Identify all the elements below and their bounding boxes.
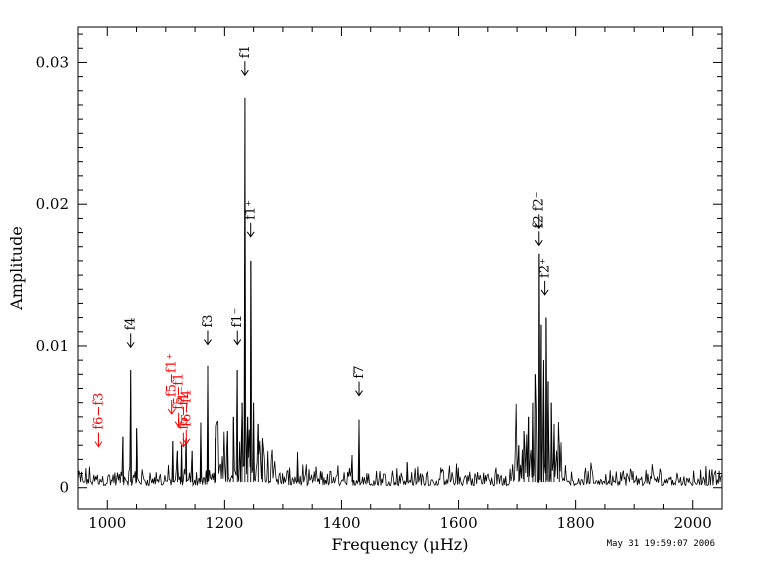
x-tick-label: 1000 [88,514,126,532]
annotation-label: f7 [352,365,367,378]
peak-annotation: f3 [201,314,216,346]
annotation-arrowhead [240,69,249,77]
peak-annotation: f6−f4 [179,390,194,445]
annotation-label: f5−f1⁻ [176,386,191,430]
axis-ticks [77,27,723,509]
annotation-arrowhead [246,231,255,238]
annotation-arrowhead [540,289,549,296]
y-tick-label: 0.02 [36,195,69,213]
plot-frame-group [77,26,723,510]
x-tick-label: 1800 [557,514,595,532]
annotation-arrowhead [233,339,242,346]
spectrum-line [77,97,723,487]
annotation-arrowhead [534,223,543,230]
peak-annotation: f2⁻ [532,191,547,230]
annotation-label: f2⁻ [532,191,547,211]
annotation-arrowhead [94,441,103,448]
peak-annotation: f4 [124,317,139,349]
y-tick-label: 0.01 [36,337,69,355]
annotation-label: f1⁺ [244,200,259,220]
annotation-label: f1⁻ [230,308,245,328]
peak-annotation: f2 [532,215,547,247]
peak-annotation: f7 [352,365,367,397]
peak-annotation: f5−f1 [172,373,187,428]
x-tick-label: 1600 [439,514,477,532]
y-tick-label: 0 [59,479,69,497]
annotation-label: f6−f4 [179,390,194,427]
y-tick-label: 0.03 [36,53,69,71]
peak-annotation: f5−f1⁺ [165,353,180,415]
peak-annotation: f6−f3 [91,393,106,448]
annotation-label: f2 [532,215,547,228]
annotation-arrowhead [167,408,176,415]
annotation-arrowhead [182,438,191,445]
peak-marks [122,97,560,483]
peak-annotation: f1⁺ [244,200,259,238]
peak-annotation: f2⁺ [538,258,553,296]
x-tick-label: 1200 [205,514,243,532]
peak-annotation: f1 [238,45,253,77]
annotation-label: f5−f1 [172,373,187,410]
annotation-arrowhead [126,342,135,349]
series-group [77,97,723,487]
annotation-label: f6−f3 [91,393,106,430]
annotation-arrowhead [204,339,212,346]
peak-annotations: f1 f1⁺ f1⁻ f3 f4 f7 f2⁻ f2 f2⁺ f6−f3 f5−f1⁺f5−f1f5… [91,45,553,448]
x-tick-label: 1400 [322,514,360,532]
annotation-label: f3 [201,314,216,327]
x-tick-label: 2000 [674,514,712,532]
peak-annotation: f1⁻ [230,308,245,346]
annotation-label: f4 [124,317,139,330]
x-axis-label: Frequency (μHz) [332,535,469,554]
axis-tick-labels: 1000 1200 1400 1600 1800 2000 0 0.01 0.02 0.03 [36,53,712,532]
annotation-arrowhead [534,240,543,247]
annotation-label: f2⁺ [538,258,553,278]
plot-frame [77,26,723,510]
timestamp-label: May 31 19:59:07 2006 [607,539,715,549]
annotation-label: f5−f1⁺ [165,353,180,397]
annotation-label: f1 [238,45,253,58]
y-axis-label: Amplitude [7,226,26,311]
annotation-arrowhead [174,421,183,428]
annotation-arrowhead [355,390,363,397]
